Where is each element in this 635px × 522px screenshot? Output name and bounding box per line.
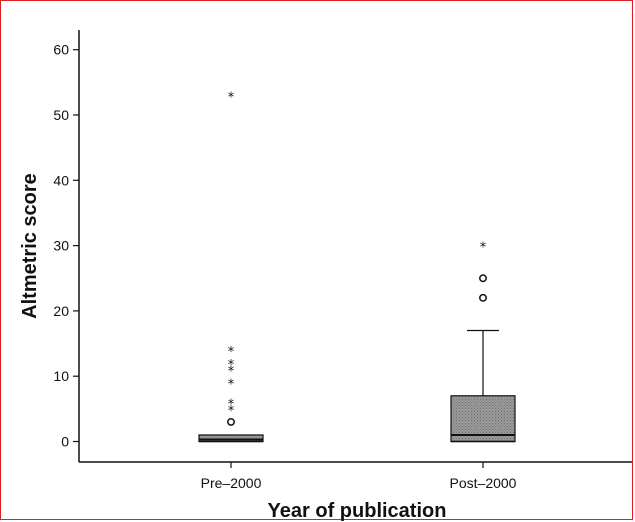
extreme-point: *	[228, 365, 235, 380]
y-tick-label: 0	[61, 434, 69, 450]
extreme-point: *	[228, 345, 235, 360]
extreme-point: *	[228, 404, 235, 419]
x-tick-label: Post–2000	[450, 475, 517, 491]
outlier-point	[479, 293, 487, 302]
x-axis-title: Year of publication	[268, 500, 447, 522]
y-tick-label: 60	[53, 42, 69, 58]
y-tick-label: 30	[53, 238, 69, 254]
y-tick-label: 50	[53, 107, 69, 123]
outlier-point	[479, 274, 487, 283]
y-tick-label: 20	[53, 303, 69, 319]
extreme-point: *	[228, 358, 235, 373]
extreme-point: *	[480, 241, 487, 256]
y-tick-label: 10	[53, 368, 69, 384]
extreme-point: *	[228, 378, 235, 393]
extreme-point: *	[228, 90, 235, 105]
y-tick-label: 40	[53, 172, 69, 188]
outlier-point	[227, 417, 235, 426]
x-tick-label: Pre–2000	[201, 475, 262, 491]
extreme-point: *	[228, 397, 235, 412]
y-axis-title: Altmetric score	[19, 173, 41, 319]
